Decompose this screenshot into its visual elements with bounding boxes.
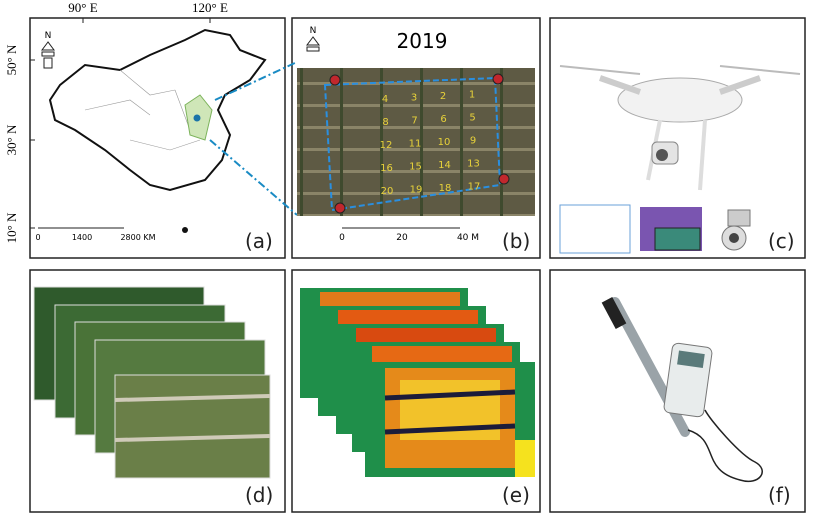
compass-letter: N [45, 31, 52, 41]
scale-label: 2800 KM [120, 233, 155, 242]
zoom-line [214, 61, 298, 101]
scale-label: 40 M [457, 233, 479, 243]
panel-frame [291, 17, 541, 259]
gcp-marker [492, 73, 504, 85]
plot-number: 8 [382, 117, 388, 128]
panel-label: (b) [502, 229, 530, 253]
compass [306, 36, 320, 52]
panel-frame [549, 17, 806, 259]
panel-frame [29, 17, 286, 259]
field-boundary [323, 76, 502, 212]
plot-number: 9 [470, 136, 476, 147]
plot-number: 3 [411, 93, 417, 104]
lon-label: 120° E [192, 0, 228, 15]
panel-frame [291, 269, 541, 513]
plot-number: 4 [382, 94, 388, 105]
panel-label: (c) [768, 229, 795, 253]
lat-label: 10° N [4, 212, 19, 243]
island [182, 227, 188, 233]
compass [41, 41, 55, 69]
plot-number: 6 [440, 114, 446, 125]
scale-label: 0 [339, 233, 345, 243]
plot-number: 14 [438, 160, 451, 171]
plot-number: 2 [440, 91, 446, 102]
plot-number: 18 [439, 183, 452, 194]
plot-number: 5 [469, 113, 475, 124]
plot-number: 17 [468, 182, 481, 193]
china-map [48, 28, 267, 192]
panel-label: (d) [245, 483, 273, 507]
rgb-image-stack [33, 286, 271, 479]
lon-label: 90° E [68, 0, 97, 15]
scale-label: 0 [35, 233, 40, 242]
sensor-device [601, 296, 763, 483]
lat-label: 30° N [4, 124, 19, 155]
year: 2019 [397, 29, 448, 53]
province-lines [84, 69, 201, 151]
gcp-marker [329, 74, 341, 86]
compass-letter: N [310, 26, 317, 36]
tick-marks [30, 18, 211, 229]
plot-number: 11 [409, 139, 422, 150]
plot-number: 7 [411, 116, 417, 127]
panel-frame [549, 269, 806, 513]
plot-number: 13 [467, 159, 480, 170]
panel-label: (e) [502, 483, 530, 507]
plot-number: 15 [409, 162, 422, 173]
zoom-line [209, 139, 298, 216]
index-map-stack [300, 288, 535, 477]
study-site [193, 114, 201, 122]
gcp-marker [498, 173, 510, 185]
drone [559, 65, 801, 254]
plot-number: 19 [410, 185, 423, 196]
panel-label: (f) [768, 483, 791, 507]
plot-number: 10 [438, 137, 451, 148]
scale-label: 20 [396, 233, 408, 243]
scale-label: 1400 [72, 233, 92, 242]
panel-label: (a) [245, 229, 273, 253]
gcp-marker [334, 202, 346, 214]
plot-number: 1 [469, 90, 475, 101]
plot-number: 16 [380, 163, 393, 174]
lat-label: 50° N [4, 44, 19, 75]
plot-number: 12 [380, 140, 393, 151]
plot-number: 20 [381, 186, 394, 197]
panel-frame [29, 269, 286, 513]
